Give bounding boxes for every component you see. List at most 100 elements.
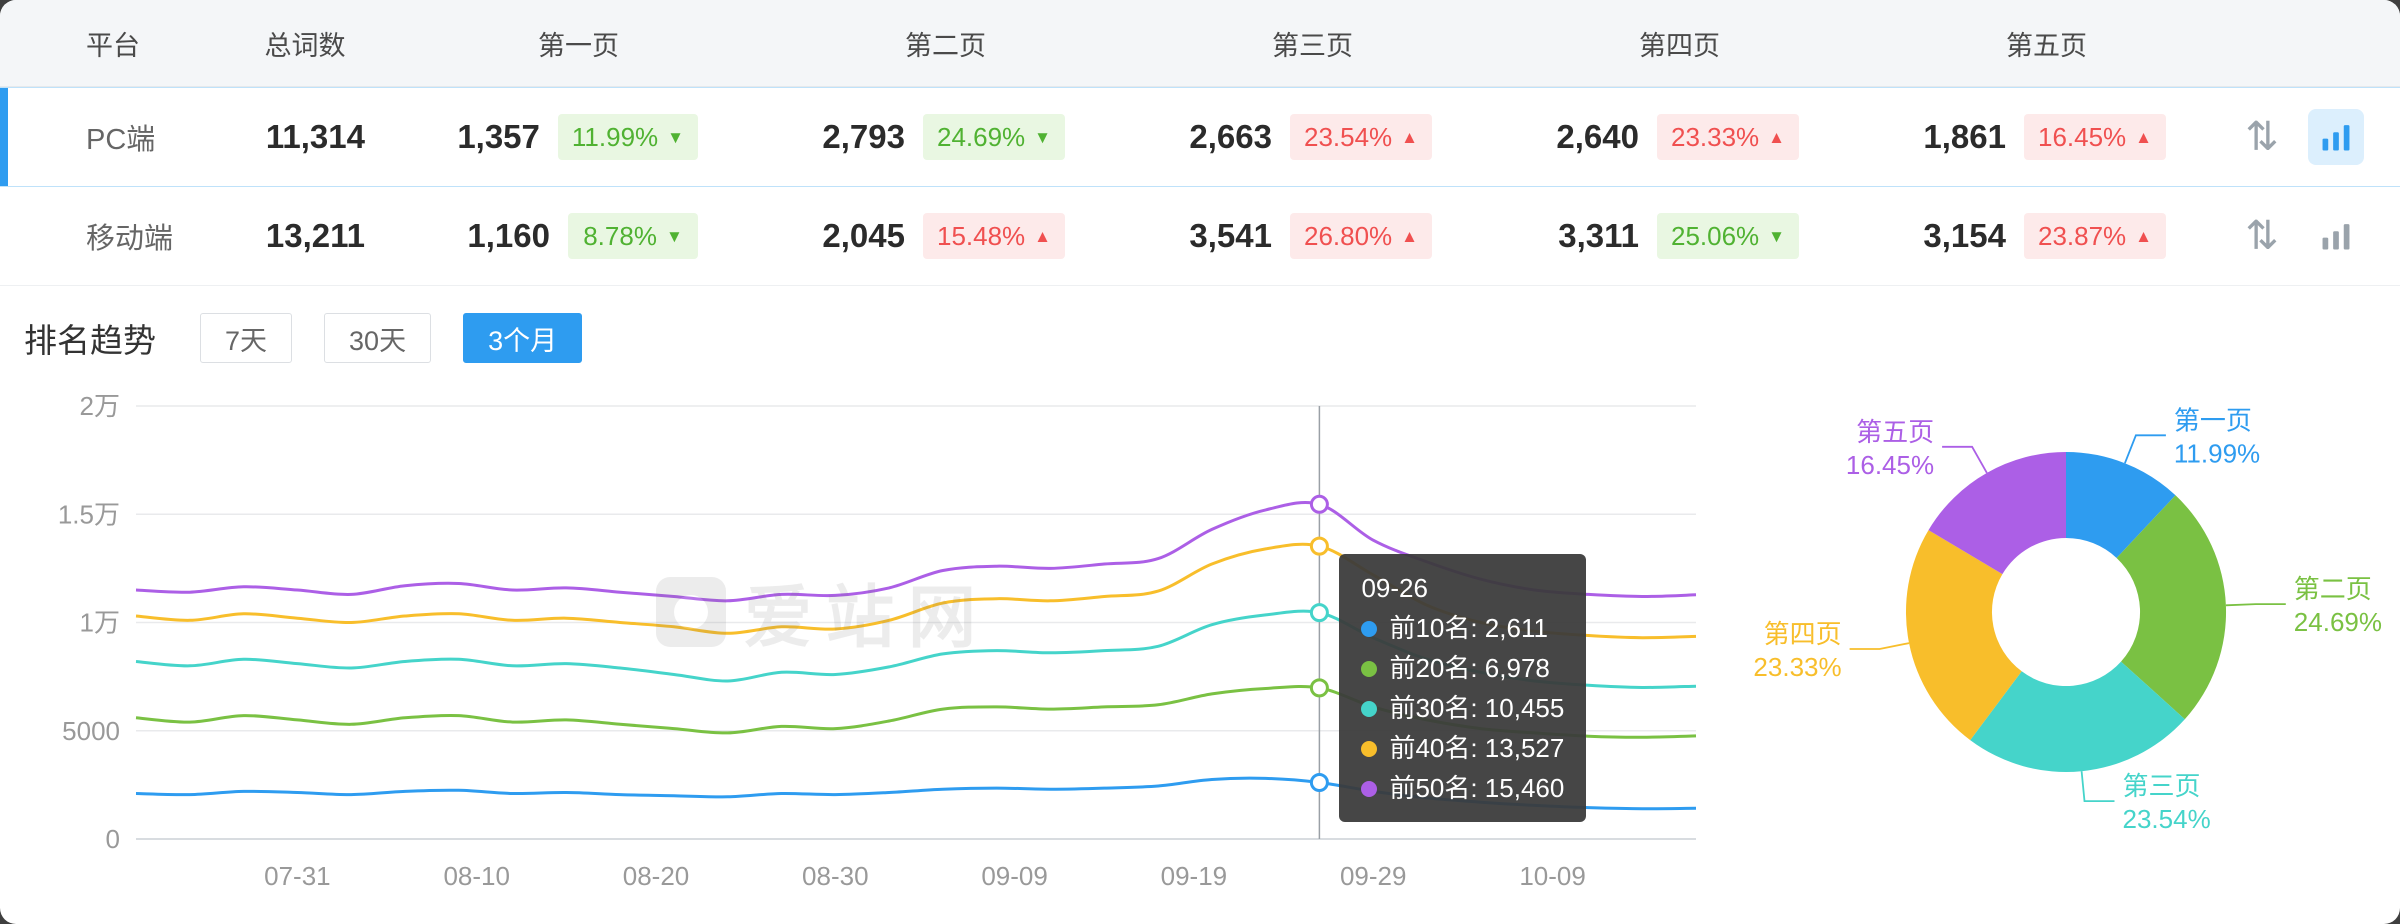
change-badge: 23.54% ▲ <box>1289 114 1432 160</box>
page-count: 3,154 <box>1923 217 2006 254</box>
page3-cell: 3,541 26.80% ▲ <box>1129 213 1496 259</box>
highlight-marker <box>1309 773 1329 792</box>
triangle-icon: ▲ <box>1401 127 1418 147</box>
x-tick-label: 07-31 <box>264 861 331 891</box>
header-platform: 平台 <box>86 30 140 61</box>
page-count: 3,311 <box>1558 217 1639 254</box>
y-tick-label: 5000 <box>62 716 120 746</box>
line-series-1 <box>135 685 1697 739</box>
donut-label: 第四页 23.33% <box>1753 619 1841 682</box>
page-distribution-donut[interactable]: 第一页 11.99% 第二页 24.69% 第三页 23.54% 第四页 23.33% 第五页 1… <box>1753 394 2400 924</box>
highlight-marker <box>1309 536 1329 556</box>
header-page1: 第一页 <box>538 30 619 61</box>
table-row-mobile[interactable]: 移动端 13,211 1,160 8.78% ▼ 2,045 15.48% ▲ 3,… <box>0 187 2400 286</box>
change-badge: 26.80% ▲ <box>1289 213 1432 259</box>
header-page5: 第五页 <box>2006 30 2087 61</box>
header-page3: 第三页 <box>1272 30 1353 61</box>
row-actions: ⇅ <box>2230 109 2400 165</box>
donut-slice-0[interactable] <box>2066 452 2176 558</box>
y-tick-label: 1.5万 <box>58 499 120 529</box>
highlight-marker <box>1309 494 1329 514</box>
y-tick-label: 0 <box>106 824 120 854</box>
change-badge: 8.78% ▼ <box>568 213 698 259</box>
trend-controls: 排名趋势 7天 30天 3个月 <box>24 312 2400 364</box>
page3-cell: 2,663 23.54% ▲ <box>1129 114 1496 160</box>
table-header-row: 平台 总词数 第一页 第二页 第三页 第四页 第五页 <box>0 0 2400 87</box>
y-tick-label: 1万 <box>80 608 120 638</box>
change-badge: 23.87% ▲ <box>2023 213 2166 259</box>
x-tick-label: 08-10 <box>443 861 510 891</box>
page-count: 3,541 <box>1189 217 1272 254</box>
donut-slice-3[interactable] <box>1905 530 2022 741</box>
trend-chart-icon[interactable] <box>2308 208 2364 264</box>
page4-cell: 2,640 23.33% ▲ <box>1496 114 1863 160</box>
page4-cell: 3,311 25.06% ▼ <box>1496 213 1863 259</box>
change-badge: 25.06% ▼ <box>1656 213 1799 259</box>
trend-line-chart[interactable]: 0 5000 1万 1.5万 2万 07-31 08-10 08-20 08-30 09-09 09… <box>56 391 1756 924</box>
triangle-icon: ▲ <box>2135 226 2152 246</box>
change-badge: 15.48% ▲ <box>922 213 1065 259</box>
change-badge: 23.33% ▲ <box>1656 114 1799 160</box>
donut-slice-2[interactable] <box>1970 661 2185 772</box>
range-button-3m[interactable]: 3个月 <box>463 313 583 363</box>
page-count: 1,357 <box>457 118 540 155</box>
page2-cell: 2,793 24.69% ▼ <box>762 114 1129 160</box>
triangle-icon: ▲ <box>1034 226 1051 246</box>
triangle-icon: ▲ <box>2135 127 2152 147</box>
page2-cell: 2,045 15.48% ▲ <box>762 213 1129 259</box>
triangle-icon: ▲ <box>1768 127 1785 147</box>
triangle-icon: ▼ <box>665 226 683 246</box>
x-tick-label: 08-30 <box>802 861 869 891</box>
triangle-icon: ▼ <box>1034 127 1051 147</box>
donut-label: 第二页 24.69% <box>2294 574 2382 637</box>
total-words-cell: 13,211 <box>265 217 365 254</box>
sort-compare-icon[interactable]: ⇅ <box>2245 115 2279 159</box>
page-count: 2,640 <box>1556 118 1639 155</box>
x-tick-label: 08-20 <box>623 861 690 891</box>
range-button-7d[interactable]: 7天 <box>200 313 293 363</box>
trend-chart-icon[interactable] <box>2308 109 2364 165</box>
page-count: 2,663 <box>1189 118 1272 155</box>
triangle-icon: ▼ <box>1768 226 1785 246</box>
label-leader-line <box>2225 603 2286 607</box>
line-series-4 <box>135 500 1697 603</box>
label-leader-line <box>2124 434 2166 464</box>
triangle-icon: ▲ <box>1401 226 1418 246</box>
x-tick-label: 10-09 <box>1519 861 1586 891</box>
highlight-marker <box>1309 678 1329 698</box>
donut-chart-svg: 第一页 11.99% 第二页 24.69% 第三页 23.54% 第四页 23.33% 第五页 1… <box>1753 405 2382 834</box>
donut-slice-1[interactable] <box>2116 495 2227 720</box>
charts-area: 0 5000 1万 1.5万 2万 07-31 08-10 08-20 08-30 09-09 09… <box>0 391 2400 924</box>
page5-cell: 1,861 16.45% ▲ <box>1863 114 2230 160</box>
x-tick-label: 09-29 <box>1340 861 1407 891</box>
y-tick-label: 2万 <box>80 391 120 421</box>
range-button-30d[interactable]: 30天 <box>324 313 432 363</box>
change-badge: 24.69% ▼ <box>922 114 1065 160</box>
change-badge: 11.99% ▼ <box>557 114 698 160</box>
total-words-cell: 11,314 <box>265 118 365 155</box>
donut-label: 第一页 11.99% <box>2174 405 2260 468</box>
highlight-marker <box>1309 603 1329 623</box>
page-count: 2,793 <box>822 118 905 155</box>
platform-cell: PC端 <box>86 124 156 156</box>
donut-label: 第五页 16.45% <box>1846 417 1934 480</box>
table-row-pc[interactable]: PC端 11,314 1,357 11.99% ▼ 2,793 24.69% ▼ 2… <box>0 87 2400 187</box>
label-leader-line <box>1942 445 1988 474</box>
donut-slice-4[interactable] <box>1928 452 2067 575</box>
rank-table: 平台 总词数 第一页 第二页 第三页 第四页 第五页 PC端 11,314 1,… <box>0 0 2400 286</box>
page-count: 1,160 <box>467 217 550 254</box>
change-badge: 16.45% ▲ <box>2023 114 2166 160</box>
page1-cell: 1,357 11.99% ▼ <box>395 114 762 160</box>
line-chart-svg: 0 5000 1万 1.5万 2万 07-31 08-10 08-20 08-30 09-09 09… <box>58 391 1697 891</box>
x-tick-label: 09-19 <box>1161 861 1228 891</box>
page5-cell: 3,154 23.87% ▲ <box>1863 213 2230 259</box>
triangle-icon: ▼ <box>667 127 684 147</box>
sort-compare-icon[interactable]: ⇅ <box>2245 214 2279 258</box>
page-count: 2,045 <box>822 217 905 254</box>
trend-title: 排名趋势 <box>24 322 156 359</box>
donut-label: 第三页 23.54% <box>2123 771 2211 834</box>
selected-row-accent <box>0 187 8 285</box>
header-page2: 第二页 <box>905 30 986 61</box>
header-total-words: 总词数 <box>264 30 346 61</box>
